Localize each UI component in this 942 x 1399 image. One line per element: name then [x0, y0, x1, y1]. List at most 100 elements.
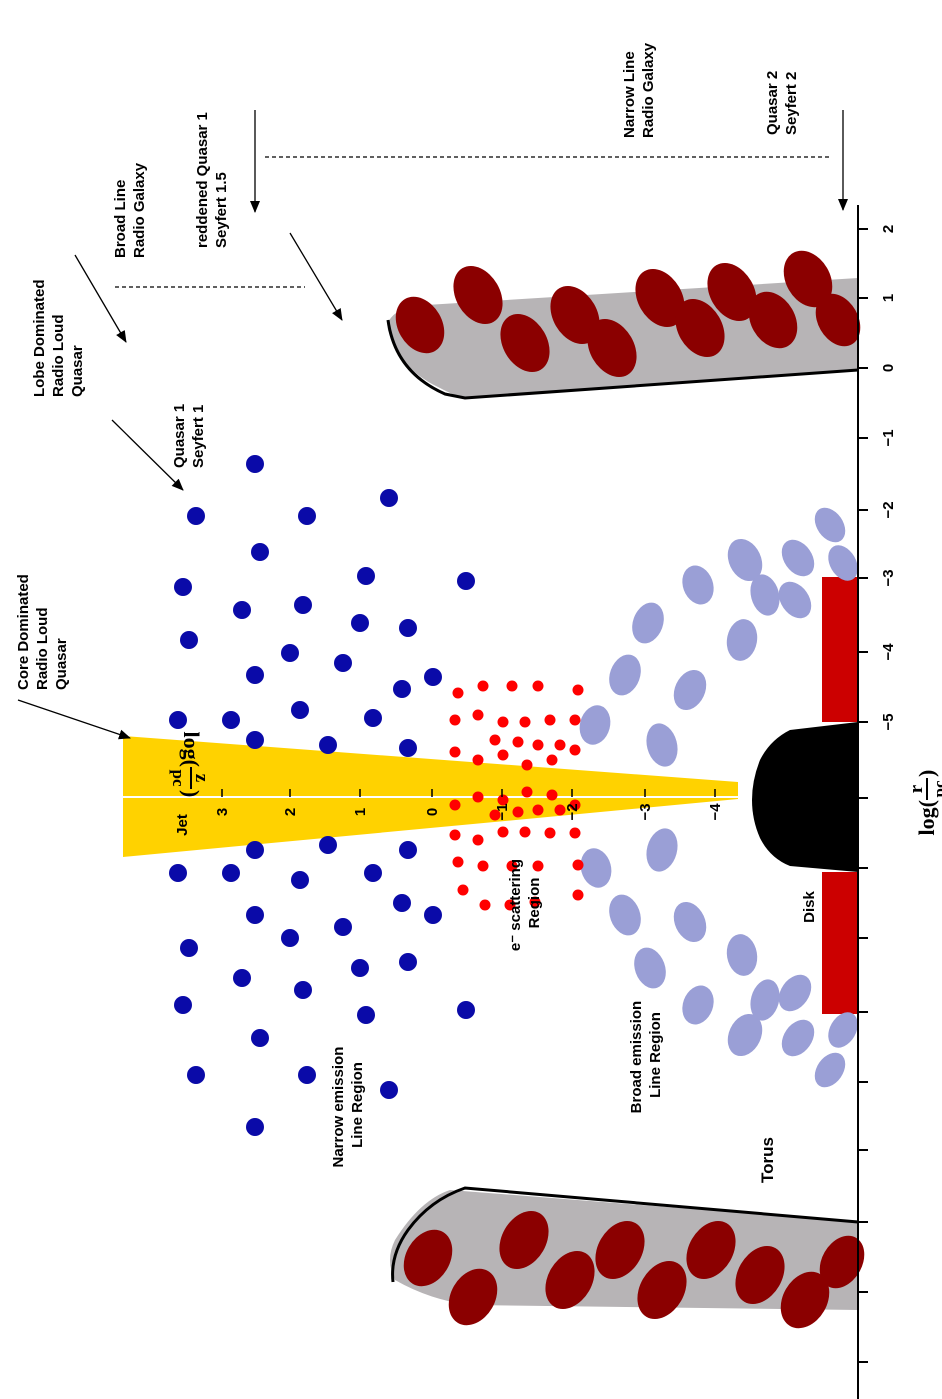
scattering-electron	[532, 860, 544, 872]
scattering-electron	[546, 789, 558, 801]
accretion-disk-lower	[822, 872, 858, 1014]
scattering-electron	[457, 884, 469, 896]
scattering-electron	[512, 736, 524, 748]
narrow-line-cloud	[298, 507, 316, 525]
torus-cloud	[815, 293, 861, 347]
narrow-line-cloud	[319, 736, 337, 754]
viewing-arrows	[17, 110, 848, 740]
broad-line-cloud	[673, 901, 707, 943]
broad-line-cloud	[781, 539, 815, 577]
r-axis-tick-label: 1	[880, 294, 897, 302]
torus-cloud	[735, 1245, 785, 1305]
narrow-line-cloud	[246, 455, 264, 473]
torus-cloud	[635, 268, 685, 328]
narrow-line-cloud	[187, 1066, 205, 1084]
scattering-electron	[477, 860, 489, 872]
narrow-line-cloud	[222, 864, 240, 882]
label-jet: Jet	[174, 814, 191, 836]
label-blrg-text: Broad Line Radio Galaxy	[112, 162, 148, 258]
narrow-line-clouds-group	[169, 455, 475, 1136]
scattering-electron	[477, 680, 489, 692]
arrow-core-dominated	[17, 699, 131, 740]
scattering-electron	[532, 804, 544, 816]
broad-line-cloud	[828, 1012, 858, 1048]
torus-cloud	[675, 298, 725, 358]
broad-line-cloud	[579, 705, 611, 745]
scattering-electron	[497, 794, 509, 806]
label-lobe-dominated-text: Lobe Dominated Radio Loud Quasar	[31, 275, 86, 397]
torus-cloud	[403, 1229, 453, 1287]
broad-line-cloud	[682, 985, 714, 1025]
z-axis-tick-label: −1	[494, 803, 511, 820]
narrow-line-cloud	[222, 711, 240, 729]
arrow-lobe-dominated	[111, 419, 184, 491]
narrow-line-cloud	[393, 894, 411, 912]
narrow-line-cloud	[319, 836, 337, 854]
r-axis-tick-label: −2	[880, 501, 897, 518]
broad-line-cloud	[682, 565, 714, 605]
label-nlrg: Narrow Line Radio Galaxy	[621, 42, 657, 138]
r-axis-tick-label: 0	[880, 364, 897, 372]
torus-cloud	[780, 1271, 830, 1329]
narrow-line-cloud	[246, 841, 264, 859]
torus-cloud	[595, 1220, 645, 1280]
narrow-line-cloud	[174, 996, 192, 1014]
r-axis-tick-label: −1	[880, 429, 897, 446]
r-axis-ticks: 2 1 0 −1 −2 −3 −4 −5	[858, 225, 897, 1363]
broad-line-cloud	[814, 1052, 846, 1088]
scattering-electron	[449, 714, 461, 726]
label-quasar1-text: Quasar 1 Seyfert 1	[171, 400, 207, 468]
scattering-electron	[472, 754, 484, 766]
narrow-line-cloud	[246, 906, 264, 924]
narrow-line-cloud	[246, 666, 264, 684]
narrow-line-cloud	[380, 489, 398, 507]
scattering-electron	[472, 709, 484, 721]
broad-line-cloud	[632, 602, 664, 644]
label-narrow-line-region: Narrow emission Line Region	[330, 1047, 366, 1168]
narrow-line-cloud	[281, 644, 299, 662]
narrow-line-cloud	[399, 953, 417, 971]
label-reddened: reddened Quasar 1 Seyfert 1.5	[194, 112, 230, 248]
scattering-electron	[569, 714, 581, 726]
label-torus: Torus	[758, 1137, 777, 1183]
arrow-broad-line-galaxy-outer	[74, 254, 127, 343]
broad-line-cloud	[609, 654, 641, 696]
label-disk: Disk	[801, 891, 818, 923]
scattering-electron	[546, 754, 558, 766]
narrow-line-cloud	[169, 711, 187, 729]
narrow-line-cloud	[399, 619, 417, 637]
narrow-line-cloud	[251, 1029, 269, 1047]
label-quasar2-text: Quasar 2 Seyfert 2	[764, 67, 800, 135]
scattering-electron	[521, 759, 533, 771]
accretion-disk-upper	[822, 577, 858, 722]
z-axis-tick-label: 3	[214, 808, 231, 816]
narrow-line-cloud	[174, 578, 192, 596]
label-scattering-region-text: e⁻ scattering Region	[507, 855, 543, 951]
narrow-line-cloud	[233, 601, 251, 619]
torus-cloud	[587, 318, 637, 378]
broad-line-cloud	[673, 669, 707, 711]
narrow-line-cloud	[180, 939, 198, 957]
broad-line-cloud	[750, 574, 780, 616]
broad-line-cloud	[646, 723, 678, 767]
r-axis-title-suffix: )	[914, 770, 939, 777]
broad-line-cloud	[781, 1019, 815, 1057]
scattering-electron	[452, 687, 464, 699]
z-axis-tick-label: 0	[424, 808, 441, 816]
narrow-line-cloud	[298, 1066, 316, 1084]
label-disk-text: Disk	[801, 891, 818, 923]
torus-cloud	[686, 1220, 736, 1280]
narrow-line-cloud	[334, 654, 352, 672]
scattering-electron	[569, 744, 581, 756]
scattering-electron	[512, 806, 524, 818]
narrow-line-cloud	[233, 969, 251, 987]
z-axis-ticks: 3 2 1 0 −1 −2 −3 −4 −5	[214, 789, 796, 821]
label-scattering-region: e⁻ scattering Region	[507, 855, 543, 951]
arrow-broad-line-galaxy-inner	[289, 232, 343, 321]
scattering-electron	[569, 799, 581, 811]
broad-line-cloud	[750, 979, 780, 1021]
r-axis-tick-label: −4	[880, 643, 897, 661]
scattering-electron	[569, 827, 581, 839]
z-axis-title-numerator: z	[191, 774, 212, 783]
scattering-electron	[489, 809, 501, 821]
